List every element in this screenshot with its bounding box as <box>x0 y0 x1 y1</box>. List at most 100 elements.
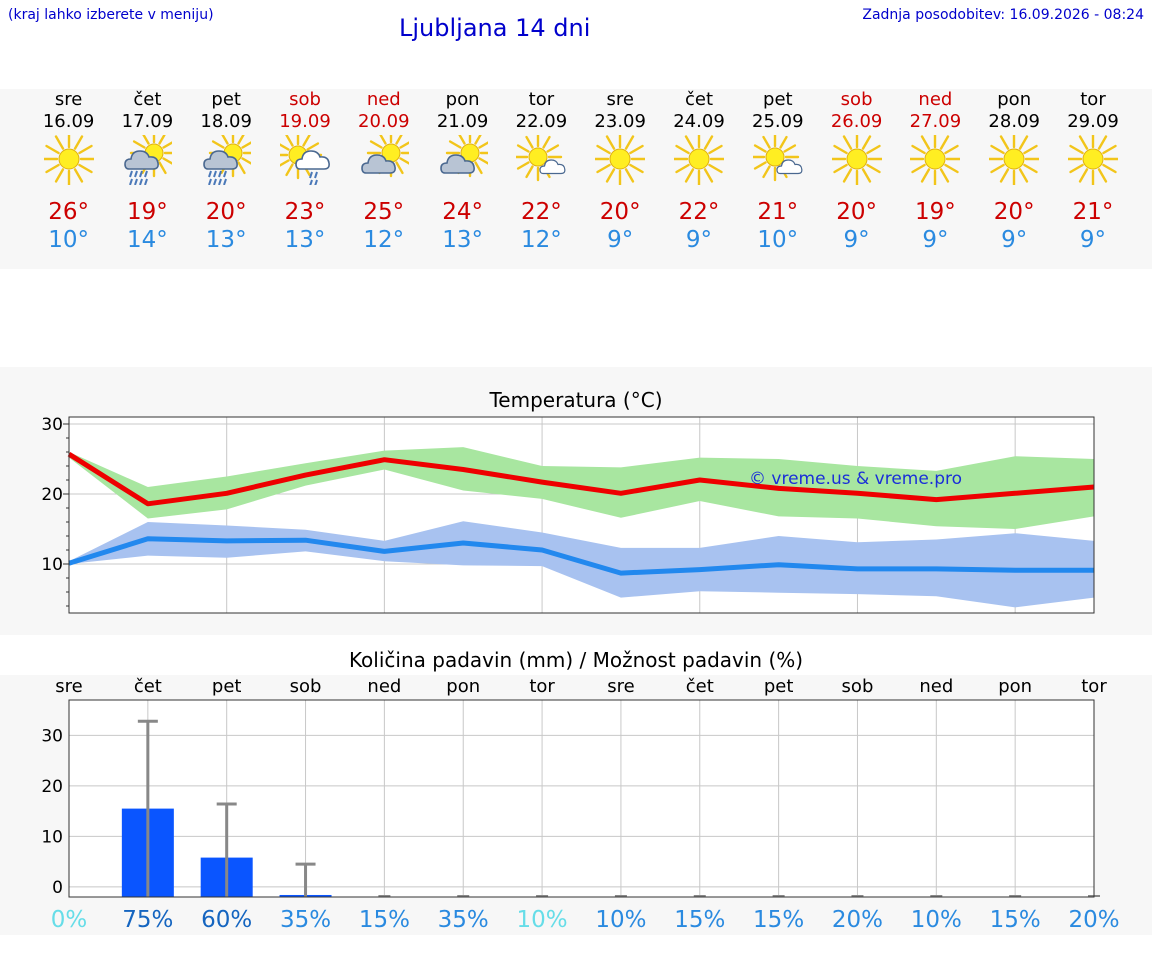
precip-probability: 15% <box>753 907 804 933</box>
day-name: sob <box>840 89 873 110</box>
day-date: 16.09 <box>42 111 95 132</box>
sun-icon <box>671 131 727 187</box>
sun-icon <box>908 131 963 187</box>
precip-probability: 15% <box>359 907 410 933</box>
min-temp: 10° <box>757 227 799 253</box>
min-temp: 13° <box>442 227 483 253</box>
max-temp: 20° <box>993 199 1035 225</box>
day-date: 26.09 <box>830 111 883 132</box>
precip-probability: 35% <box>438 907 489 933</box>
min-temp: 9° <box>607 227 634 253</box>
day-date: 19.09 <box>279 111 331 132</box>
day-name: pon <box>997 89 1032 110</box>
day-name: ned <box>918 89 953 110</box>
x-category-label: pet <box>764 676 794 697</box>
x-category-label: sob <box>842 676 874 697</box>
sun-cloud-rain-icon <box>201 128 258 186</box>
last-update: Zadnja posodobitev: 16.09.2026 - 08:24 <box>862 7 1144 23</box>
day-date: 18.09 <box>200 111 252 132</box>
day-name: tor <box>528 89 555 110</box>
max-temp-line <box>67 451 1095 507</box>
precipitation-chart-title: Količina padavin (mm) / Možnost padavin … <box>348 648 804 672</box>
sun-cloud-light-rain-icon <box>273 130 330 187</box>
precipitation-chart: 0 10 20 30 sre čet pet sob ned pon tor sre čet pet sob… <box>41 676 1119 933</box>
x-category-label: ned <box>367 676 401 697</box>
x-category-label: sre <box>55 676 82 697</box>
plot-frame <box>68 699 1095 898</box>
day-name: sre <box>54 89 83 110</box>
day-name: pet <box>211 89 241 110</box>
min-temp: 13° <box>284 227 326 253</box>
min-temp-line <box>68 536 1094 576</box>
x-category-label: čet <box>134 676 162 697</box>
day-name: pet <box>763 89 793 110</box>
day-date: 17.09 <box>121 111 174 132</box>
sun-icon <box>41 131 96 187</box>
min-temp: 14° <box>127 227 168 253</box>
temperature-chart-title: Temperatura (°C) <box>489 388 663 412</box>
y-tick-label: 0 <box>52 878 63 898</box>
x-category-label: tor <box>529 676 555 697</box>
sun-icon <box>986 131 1042 187</box>
x-category-label: sob <box>290 676 322 697</box>
x-category-label: pon <box>998 676 1032 697</box>
min-temp: 9° <box>843 227 870 253</box>
x-category-label: pon <box>446 676 480 697</box>
day-name: tor <box>1080 89 1106 110</box>
y-tick-label: 20 <box>41 777 63 797</box>
precip-probability: 10% <box>595 907 646 933</box>
day-date: 29.09 <box>1067 111 1119 132</box>
sun-small-cloud-icon <box>514 132 566 185</box>
max-temp: 21° <box>1072 199 1114 225</box>
y-tick-label: 10 <box>41 827 63 847</box>
min-temp: 12° <box>363 227 405 253</box>
temperature-chart: 10 20 30 © vreme.us & vreme.pro <box>41 415 1095 614</box>
day-name: ned <box>366 89 401 110</box>
precip-probability: 10% <box>517 907 568 933</box>
sun-small-cloud-icon <box>750 132 803 185</box>
precip-probability: 10% <box>911 907 962 933</box>
max-temp: 20° <box>205 199 247 225</box>
sun-cloud-icon <box>438 128 494 185</box>
day-date: 21.09 <box>436 111 489 132</box>
y-tick-label: 10 <box>41 555 63 575</box>
x-category-label: tor <box>1081 676 1107 697</box>
day-date: 28.09 <box>988 111 1040 132</box>
day-date: 22.09 <box>515 111 568 132</box>
precip-probability: 15% <box>990 907 1041 933</box>
max-temp: 22° <box>678 199 720 225</box>
max-temp: 26° <box>48 199 89 225</box>
min-temp: 9° <box>922 227 949 253</box>
precip-probability: 35% <box>280 907 331 933</box>
min-temp: 12° <box>521 227 562 253</box>
day-date: 20.09 <box>358 111 410 132</box>
max-temp: 25° <box>363 199 405 225</box>
sun-icon <box>829 131 884 187</box>
day-name: pon <box>445 89 480 110</box>
day-date: 25.09 <box>752 111 804 132</box>
day-date: 27.09 <box>909 111 962 132</box>
max-temp: 20° <box>599 199 641 225</box>
day-date: 23.09 <box>594 111 646 132</box>
x-category-label: ned <box>919 676 953 697</box>
sun-cloud-icon <box>359 128 415 185</box>
min-temp: 10° <box>48 227 89 253</box>
min-temp: 13° <box>205 227 247 253</box>
max-temp: 23° <box>284 199 326 225</box>
location-hint: (kraj lahko izberete v meniju) <box>8 7 214 23</box>
day-name: čet <box>133 89 162 110</box>
x-category-label: pet <box>212 676 242 697</box>
precip-probability: 20% <box>1068 907 1119 933</box>
precip-probability: 75% <box>122 907 173 933</box>
sun-icon <box>592 131 648 187</box>
sun-cloud-rain-icon <box>122 128 179 186</box>
day-name: sob <box>289 89 321 110</box>
day-name: čet <box>684 89 714 110</box>
max-temp: 19° <box>127 199 168 225</box>
plot-frame <box>68 416 1095 614</box>
day-name: sre <box>606 89 634 110</box>
y-tick-label: 30 <box>41 415 63 435</box>
precip-probability: 0% <box>51 907 88 933</box>
max-temp: 22° <box>521 199 562 225</box>
sun-icon <box>1065 131 1121 187</box>
